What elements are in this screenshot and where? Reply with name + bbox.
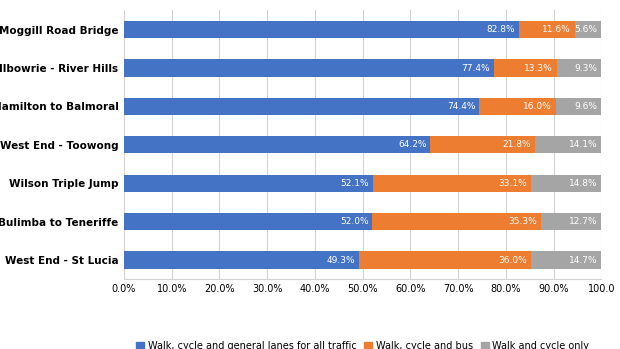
Legend: Walk, cycle and general lanes for all traffic, Walk, cycle and bus, Walk and cyc: Walk, cycle and general lanes for all tr… (132, 337, 593, 349)
Text: 64.2%: 64.2% (398, 140, 427, 149)
Bar (531, 174, 601, 192)
Bar (124, 136, 430, 154)
Bar (124, 59, 494, 77)
Bar (531, 251, 601, 269)
Text: 5.6%: 5.6% (575, 25, 598, 34)
Text: 9.3%: 9.3% (575, 64, 598, 73)
Bar (479, 98, 556, 115)
Text: 52.1%: 52.1% (340, 179, 369, 188)
Bar (373, 174, 531, 192)
Bar (124, 174, 373, 192)
Text: 13.3%: 13.3% (525, 64, 553, 73)
Text: 12.7%: 12.7% (569, 217, 598, 226)
Bar (556, 98, 601, 115)
Bar (360, 251, 531, 269)
Text: 33.1%: 33.1% (498, 179, 527, 188)
Text: 14.7%: 14.7% (569, 255, 598, 265)
Bar (494, 59, 557, 77)
Bar (575, 21, 601, 38)
Bar (124, 251, 360, 269)
Bar (124, 21, 520, 38)
Text: 9.6%: 9.6% (575, 102, 598, 111)
Text: 74.4%: 74.4% (447, 102, 476, 111)
Bar (520, 21, 575, 38)
Text: 11.6%: 11.6% (542, 25, 571, 34)
Text: 21.8%: 21.8% (502, 140, 531, 149)
Text: 16.0%: 16.0% (523, 102, 552, 111)
Text: 35.3%: 35.3% (508, 217, 537, 226)
Bar (534, 136, 602, 154)
Bar (430, 136, 534, 154)
Text: 52.0%: 52.0% (340, 217, 368, 226)
Bar (372, 213, 541, 230)
Bar (541, 213, 601, 230)
Bar (557, 59, 601, 77)
Text: 36.0%: 36.0% (498, 255, 528, 265)
Text: 49.3%: 49.3% (327, 255, 355, 265)
Text: 14.1%: 14.1% (569, 140, 598, 149)
Text: 14.8%: 14.8% (569, 179, 598, 188)
Text: 82.8%: 82.8% (487, 25, 515, 34)
Bar (124, 213, 372, 230)
Text: 77.4%: 77.4% (461, 64, 490, 73)
Bar (124, 98, 479, 115)
